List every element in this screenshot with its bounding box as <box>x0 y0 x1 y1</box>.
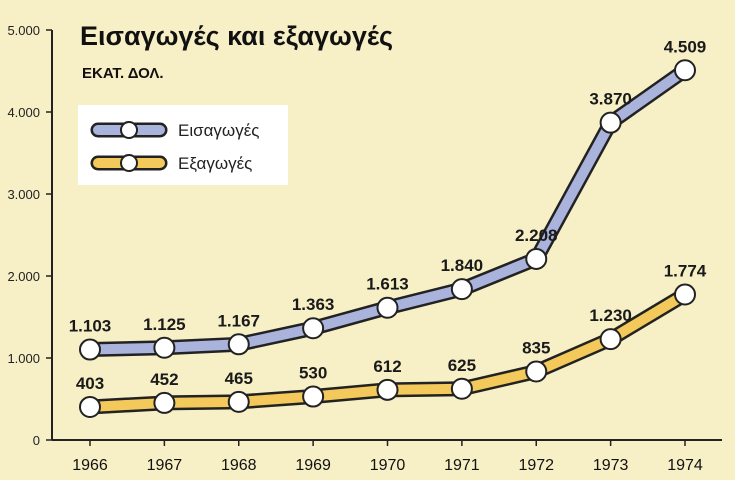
y-tick-label: 4.000 <box>7 105 40 120</box>
data-point <box>153 391 176 414</box>
legend-box <box>78 105 288 185</box>
data-label: 530 <box>299 364 327 383</box>
data-label: 1.230 <box>589 306 632 325</box>
data-label: 625 <box>448 356 476 375</box>
data-point <box>599 111 622 134</box>
chart-subtitle: ΕΚΑΤ. ΔΟΛ. <box>82 65 164 82</box>
x-tick-label: 1972 <box>518 457 554 474</box>
legend-marker <box>120 154 138 172</box>
data-label: 4.509 <box>664 37 707 56</box>
data-point <box>674 59 696 82</box>
title-group: Εισαγωγές και εξαγωγές ΕΚΑΤ. ΔΟΛ. <box>80 21 393 82</box>
data-point <box>227 333 250 356</box>
data-label: 1.774 <box>664 262 707 281</box>
x-tick-label: 1969 <box>295 457 331 474</box>
x-ticks: 1966 1967 1968 1969 1970 1971 1972 1973 1974 <box>72 440 703 474</box>
x-tick-label: 1971 <box>444 457 480 474</box>
legend: Εισαγωγές Εξαγωγές <box>78 105 288 185</box>
data-point <box>227 390 250 413</box>
x-tick-label: 1973 <box>593 457 629 474</box>
series-exports: 403 452 465 530 612 625 835 1.230 1.774 <box>76 262 707 418</box>
data-label: 403 <box>76 374 104 393</box>
data-label: 1.125 <box>143 315 186 334</box>
data-label: 452 <box>150 370 178 389</box>
data-label: 612 <box>373 357 401 376</box>
data-label: 2.208 <box>515 226 558 245</box>
x-tick-label: 1968 <box>221 457 257 474</box>
legend-items: Εισαγωγές Εξαγωγές <box>90 121 259 173</box>
data-label: 1.613 <box>366 275 409 294</box>
x-tick-label: 1970 <box>370 457 406 474</box>
data-point <box>376 378 399 401</box>
data-point <box>153 336 176 359</box>
legend-label: Εισαγωγές <box>178 121 259 140</box>
y-tick-label: 3.000 <box>7 187 40 202</box>
data-label: 835 <box>522 339 550 358</box>
data-point <box>376 296 399 319</box>
series-layer: 1.103 1.125 1.167 1.363 1.613 1.840 2.208 3.870… <box>69 37 707 418</box>
data-label: 1.840 <box>441 256 484 275</box>
data-point <box>79 395 101 418</box>
chart-title: Εισαγωγές και εξαγωγές <box>80 21 393 51</box>
data-point <box>79 338 101 361</box>
legend-marker <box>120 121 138 139</box>
data-label: 1.167 <box>217 311 260 330</box>
y-tick-label: 0 <box>33 433 40 448</box>
data-point <box>302 317 325 340</box>
data-point <box>525 247 548 270</box>
data-point <box>302 385 325 408</box>
data-point <box>525 360 548 383</box>
data-label: 465 <box>225 369 253 388</box>
data-label: 3.870 <box>589 90 632 109</box>
data-label: 1.363 <box>292 295 335 314</box>
data-point <box>450 377 473 400</box>
data-point <box>674 283 696 306</box>
legend-item: Εισαγωγές <box>90 121 259 140</box>
y-ticks: 0 1.000 2.000 3.000 4.000 5.000 <box>7 23 52 448</box>
data-point <box>450 278 473 301</box>
x-tick-label: 1966 <box>72 457 108 474</box>
y-tick-label: 2.000 <box>7 269 40 284</box>
y-tick-label: 5.000 <box>7 23 40 38</box>
legend-label: Εξαγωγές <box>178 154 252 173</box>
legend-item: Εξαγωγές <box>90 154 252 173</box>
x-tick-label: 1974 <box>667 457 703 474</box>
y-tick-label: 1.000 <box>7 351 40 366</box>
data-point <box>599 328 622 351</box>
x-tick-label: 1967 <box>147 457 183 474</box>
series-imports: 1.103 1.125 1.167 1.363 1.613 1.840 2.208 3.870… <box>69 37 707 361</box>
data-label: 1.103 <box>69 317 112 336</box>
